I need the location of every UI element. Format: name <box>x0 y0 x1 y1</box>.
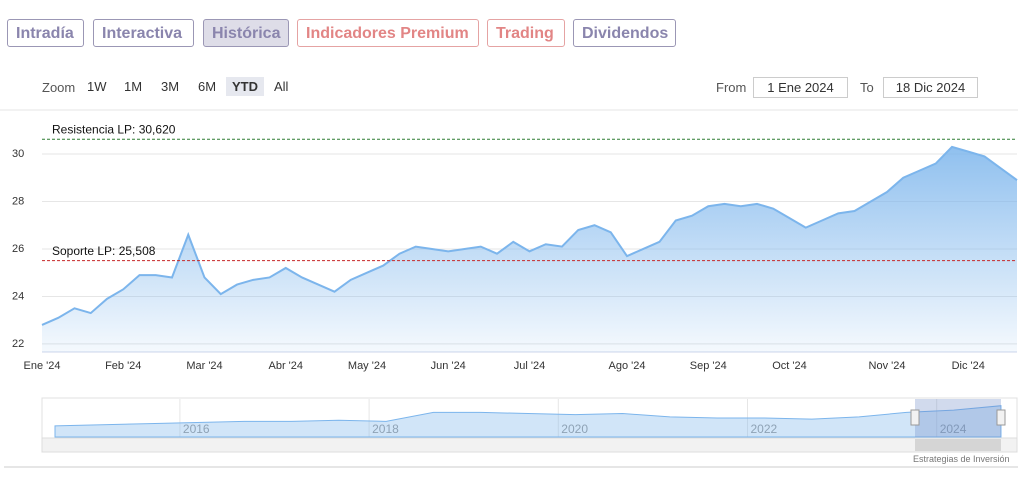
area <box>42 146 1017 352</box>
x-tick-label: Mar '24 <box>186 360 222 372</box>
zoom-button[interactable]: YTD <box>226 77 264 96</box>
zoom-button[interactable]: 3M <box>161 79 180 94</box>
y-tick-label: 24 <box>12 290 24 302</box>
tab[interactable]: Histórica <box>203 19 289 47</box>
zoom-button[interactable]: 1M <box>124 79 143 94</box>
navigator-handle[interactable] <box>996 409 1006 426</box>
x-tick-label: Sep '24 <box>690 360 727 372</box>
scrollbar-thumb[interactable] <box>915 439 1001 451</box>
to-input[interactable]: 18 Dic 2024 <box>883 77 978 98</box>
zoom-button[interactable]: All <box>274 79 289 94</box>
scrollbar[interactable] <box>41 437 1018 453</box>
navigator-handle[interactable] <box>910 409 920 426</box>
x-tick-label: Abr '24 <box>268 360 303 372</box>
credit: Estrategias de Inversión <box>913 454 1010 464</box>
zoom-label: Zoom <box>42 80 76 95</box>
tab[interactable]: Interactiva <box>93 19 194 47</box>
x-tick-label: Dic '24 <box>952 360 985 372</box>
y-tick-label: 22 <box>12 338 24 350</box>
y-tick-label: 30 <box>12 148 24 160</box>
tab[interactable]: Trading <box>487 19 565 47</box>
tab[interactable]: Dividendos <box>573 19 676 47</box>
y-tick-label: 26 <box>12 243 24 255</box>
navigator-label: 2018 <box>372 422 399 436</box>
line <box>41 145 1018 326</box>
x-tick-label: Jun '24 <box>431 360 466 372</box>
tab[interactable]: Intradía <box>7 19 84 47</box>
navigator-label: 2020 <box>561 422 588 436</box>
x-tick-label: Ago '24 <box>609 360 646 372</box>
x-tick-label: Nov '24 <box>869 360 906 372</box>
x-tick-label: Feb '24 <box>105 360 141 372</box>
x-tick-label: Jul '24 <box>514 360 545 372</box>
navigator-frame <box>41 397 1018 439</box>
x-tick-label: Oct '24 <box>772 360 807 372</box>
navigator-label: 2016 <box>183 422 210 436</box>
reference-label: Soporte LP: 25,508 <box>52 244 156 258</box>
to-label: To <box>860 80 874 95</box>
y-tick-label: 28 <box>12 195 24 207</box>
zoom-button[interactable]: 6M <box>198 79 217 94</box>
zoom-button[interactable]: 1W <box>87 79 107 94</box>
from-label: From <box>716 80 747 95</box>
x-tick-label: May '24 <box>348 360 386 372</box>
navigator-label: 2022 <box>751 422 778 436</box>
navigator-mask <box>915 399 1001 437</box>
tab[interactable]: Indicadores Premium <box>297 19 479 47</box>
x-tick-label: Ene '24 <box>24 360 61 372</box>
navigator-label: 2024 <box>940 422 967 436</box>
reference-label: Resistencia LP: 30,620 <box>52 122 176 136</box>
from-input[interactable]: 1 Ene 2024 <box>753 77 848 98</box>
